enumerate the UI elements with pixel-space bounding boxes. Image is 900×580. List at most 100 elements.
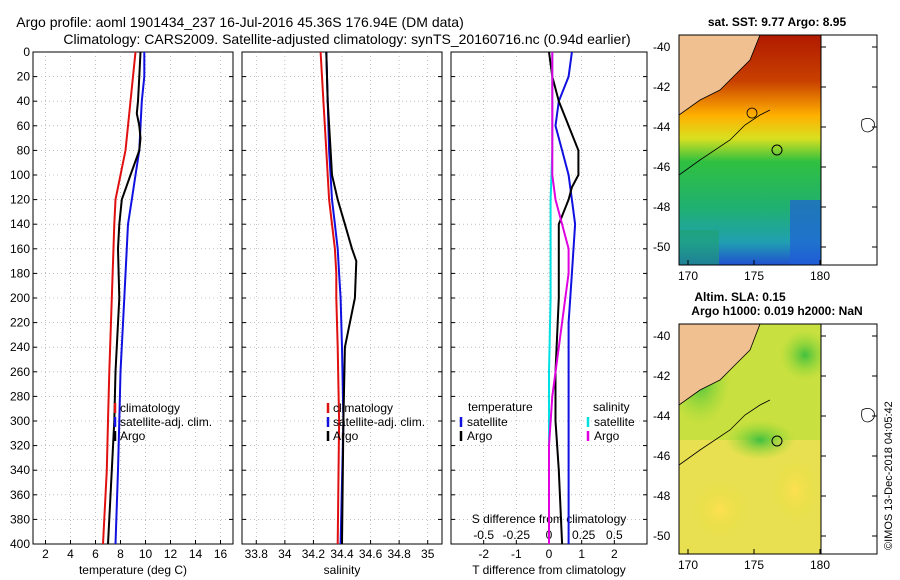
- depth-tick-label: 280: [10, 389, 30, 403]
- sla-lon-ticks: 170 175 180: [678, 549, 830, 572]
- depth-tick-label: 140: [10, 217, 30, 231]
- sla-lon-tick-label: 180: [810, 558, 830, 572]
- difference-xtick-label: -2: [478, 547, 489, 561]
- temperature-xtick-label: 16: [214, 547, 228, 561]
- sla-lat-tick-label: -44: [653, 409, 671, 423]
- sst-lat-ticks: -40 -42 -44 -46 -48 -50: [653, 40, 877, 254]
- sst-lat-tick-label: -46: [653, 160, 671, 174]
- temperature-series-satellite-adj-clim-: [114, 52, 146, 545]
- sst-lon-tick-label: 170: [678, 269, 698, 283]
- sla-lon-tick-label: 175: [744, 558, 764, 572]
- difference-legend-salinity-title: salinity: [593, 400, 630, 414]
- sla-map-title-1: Altim. SLA: 0.15: [694, 290, 786, 304]
- depth-tick-label: 180: [10, 266, 30, 280]
- depth-tick-label: 340: [10, 463, 30, 477]
- difference-xtick2-label: 0.5: [606, 528, 623, 542]
- sla-lat-ticks: -40 -42 -44 -46 -48 -50: [653, 329, 877, 543]
- depth-tick-label: 380: [10, 512, 30, 526]
- sst-argo-location: [771, 144, 783, 156]
- difference-legend-label: satellite: [594, 415, 635, 429]
- depth-tick-label: 160: [10, 242, 30, 256]
- salinity-xtick-label: 34.2: [302, 547, 326, 561]
- salinity-xtick-label: 34.4: [330, 547, 354, 561]
- temperature-xtick-label: 6: [92, 547, 99, 561]
- depth-tick-label: 120: [10, 193, 30, 207]
- temperature-xtick-label: 8: [117, 547, 124, 561]
- depth-tick-label: 220: [10, 316, 30, 330]
- salinity-xtick-label: 33.8: [245, 547, 269, 561]
- difference-legend-label: Argo: [594, 429, 620, 443]
- salinity-xtick-label: 35: [421, 547, 435, 561]
- depth-tick-label: 320: [10, 439, 30, 453]
- difference-xtick-label: 2: [611, 547, 618, 561]
- difference-xlabel: T difference from climatology: [472, 563, 626, 577]
- temperature-legend-label: Argo: [120, 429, 146, 443]
- sla-coastline: [679, 399, 771, 466]
- difference-series-t-argo: [548, 51, 580, 545]
- temperature-legend-label: satellite-adj. clim.: [120, 415, 212, 429]
- difference-series-t-satellite: [554, 51, 577, 544]
- temperature-xtick-label: 14: [189, 547, 203, 561]
- depth-tick-label: 40: [17, 94, 31, 108]
- sla-map-title-2: Argo h1000: 0.019 h2000: NaN: [691, 304, 862, 318]
- sst-lat-tick-label: -48: [653, 200, 671, 214]
- temperature-xtick-label: 2: [42, 547, 49, 561]
- sla-lat-tick-label: -46: [653, 449, 671, 463]
- depth-tick-label: 100: [10, 168, 30, 182]
- title-line-2: Climatology: CARS2009. Satellite-adjuste…: [63, 31, 630, 47]
- sla-argo-location: [771, 435, 783, 447]
- sst-map-title: sat. SST: 9.77 Argo: 8.95: [708, 15, 847, 29]
- sst-lon-ticks: 170 175 180: [678, 260, 830, 283]
- salinity-xtick-label: 34: [278, 547, 292, 561]
- sst-lon-tick-label: 175: [744, 269, 764, 283]
- difference-legend-label: Argo: [467, 429, 493, 443]
- difference-xtick-label: 1: [578, 547, 585, 561]
- depth-tick-label: 240: [10, 340, 30, 354]
- difference-legend-temperature-title: temperature: [468, 400, 533, 414]
- temperature-panel: 0 20 40 60 80 100 120 140 160 180 200 220 240 260 280 3…: [10, 45, 234, 577]
- title-line-1: Argo profile: aoml 1901434_237 16-Jul-20…: [16, 14, 464, 30]
- depth-tick-label: 360: [10, 488, 30, 502]
- sla-map: Altim. SLA: 0.15 Argo h1000: 0.019 h2000…: [653, 290, 878, 572]
- depth-tick-label: 200: [10, 291, 30, 305]
- salinity-xtick-label: 34.6: [359, 547, 383, 561]
- sla-lat-tick-label: -48: [653, 489, 671, 503]
- difference-legend-label: satellite: [467, 415, 508, 429]
- salinity-legend-label: Argo: [333, 429, 359, 443]
- temperature-xlabel: temperature (deg C): [79, 563, 187, 577]
- depth-tick-label: 80: [17, 143, 31, 157]
- sst-lat-tick-label: -40: [653, 40, 671, 54]
- sla-lon-tick-label: 170: [678, 558, 698, 572]
- depth-tick-label: 260: [10, 365, 30, 379]
- imos-credit: ©IMOS 13-Dec-2018 04:05:42: [883, 401, 895, 550]
- difference-series-s-argo: [548, 52, 570, 544]
- depth-tick-label: 300: [10, 414, 30, 428]
- temperature-xtick-label: 4: [67, 547, 74, 561]
- difference-xtick2-label: -0.5: [473, 528, 494, 542]
- temperature-xtick-label: 12: [164, 547, 178, 561]
- temperature-series-argo: [107, 51, 142, 545]
- salinity-xtick-label: 34.8: [387, 547, 411, 561]
- temperature-series-climatology: [102, 51, 137, 545]
- difference-xtick-label: -1: [511, 547, 522, 561]
- salinity-legend-label: satellite-adj. clim.: [333, 415, 425, 429]
- sst-lat-tick-label: -44: [653, 120, 671, 134]
- depth-tick-label: 20: [17, 70, 31, 84]
- depth-tick-label: 400: [10, 537, 30, 551]
- difference-xtick2-label: -0.25: [503, 528, 531, 542]
- sla-lat-tick-label: -40: [653, 329, 671, 343]
- depth-tick-label: 0: [23, 45, 30, 59]
- difference-panel: -2 -1 0 1 2-0.5 -0.25 0 0.25 0.5S difference fro…: [450, 51, 648, 577]
- sst-lon-tick-label: 180: [810, 269, 830, 283]
- salinity-panel: 33.8 34 34.2 34.4 34.6 34.8 35 salinity climatol…: [241, 51, 443, 577]
- difference-xtick2-label: 0.25: [572, 528, 596, 542]
- sst-map: sat. SST: 9.77 Argo: 8.95 -40-42-44-46-4…: [653, 15, 878, 283]
- temperature-legend-label: climatology: [120, 401, 180, 415]
- sla-lat-tick-label: -42: [653, 369, 671, 383]
- sst-land: [679, 35, 761, 116]
- sla-land: [679, 324, 761, 406]
- difference-xtick-label: 0: [546, 547, 553, 561]
- sst-coastline: [679, 109, 771, 176]
- depth-tick-label: 60: [17, 119, 31, 133]
